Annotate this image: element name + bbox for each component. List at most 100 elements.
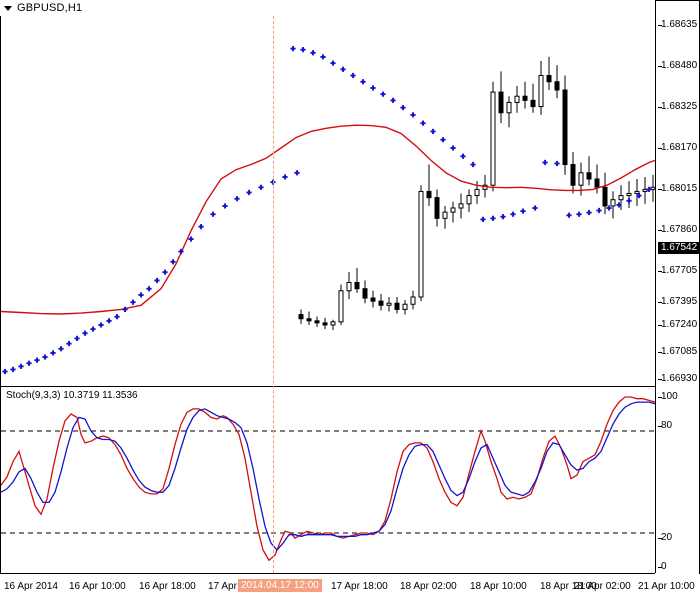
candlestick [570, 152, 576, 194]
candlestick [466, 189, 472, 213]
price-scale-label: 1.68635 [658, 20, 697, 30]
price-scale-label: 1.68480 [658, 61, 697, 71]
candlestick [490, 81, 496, 192]
price-scale-tick [658, 189, 662, 190]
vertical-axis-line [655, 1, 656, 573]
price-scale-label: 1.67860 [658, 225, 697, 235]
crosshair-time-label: 2014.04.17 12:00 [238, 579, 322, 592]
candlestick [378, 293, 384, 311]
candlestick [514, 85, 520, 113]
price-pane[interactable] [1, 1, 655, 386]
candlestick [402, 300, 408, 315]
price-scale-tick [658, 66, 662, 67]
candlestick [298, 309, 304, 324]
price-chart-canvas[interactable] [1, 1, 655, 386]
candlestick [386, 296, 392, 312]
price-scale-tick [658, 302, 662, 303]
chevron-down-icon[interactable] [4, 5, 12, 11]
stochastic-k-line [1, 396, 655, 562]
candlestick [306, 311, 312, 325]
price-scale-label: 1.67240 [658, 320, 697, 330]
stochastic-scale-label: 80 [658, 421, 672, 431]
candlestick [338, 284, 344, 325]
candlestick [642, 176, 648, 204]
candlestick [450, 201, 456, 223]
candlestick [554, 65, 560, 99]
candlestick [354, 268, 360, 293]
time-scale-label: 16 Apr 10:00 [69, 581, 126, 592]
stochastic-scale-tick [658, 538, 662, 539]
price-scale[interactable]: 1.68635 1.68480 1.68325 1.68170 1.68015 1.678… [657, 0, 700, 600]
stochastic-canvas[interactable] [1, 388, 655, 573]
candlestick [506, 96, 512, 128]
candlestick [530, 83, 536, 113]
stochastic-title: Stoch(9,3,3) 10.3719 11.3536 [5, 390, 139, 401]
symbol-titlebar[interactable]: GBPUSD,H1 [0, 0, 655, 16]
candlestick [618, 185, 624, 211]
time-scale-label: 16 Apr 18:00 [139, 581, 196, 592]
candlestick [458, 193, 464, 219]
candlestick [586, 156, 592, 186]
candlestick [498, 71, 504, 124]
price-scale-label: 1.68325 [658, 102, 697, 112]
pane-separator-top [1, 386, 655, 387]
symbol-label: GBPUSD,H1 [17, 2, 83, 14]
candlestick [626, 181, 632, 208]
candlestick [370, 290, 376, 308]
price-scale-label: 1.66930 [658, 374, 697, 384]
price-scale-label: 1.68170 [658, 143, 697, 153]
price-scale-tick [658, 230, 662, 231]
candlestick [362, 280, 368, 304]
candlestick [314, 316, 320, 328]
candlestick [650, 174, 655, 202]
candlestick [442, 205, 448, 229]
stochastic-scale-label: 0 [658, 562, 667, 572]
price-scale-label: 1.68015 [658, 184, 697, 194]
candlestick [434, 189, 440, 227]
price-scale-tick [658, 379, 662, 380]
candlestick [602, 172, 608, 215]
candlestick [330, 319, 336, 331]
candlestick [426, 164, 432, 206]
time-scale-label: 18 Apr 10:00 [470, 581, 527, 592]
time-scale-label: 17 Apr 02:00 [208, 581, 265, 592]
time-scale[interactable]: 16 Apr 2014 16 Apr 10:00 16 Apr 18:00 17 Ap… [0, 574, 700, 600]
candlestick [610, 191, 616, 219]
time-scale-label: 18 Apr 02:00 [400, 581, 457, 592]
current-price-label: 1.67542 [658, 242, 700, 254]
candlestick [522, 81, 528, 109]
pane-separator-bottom [1, 573, 655, 574]
price-scale-tick [658, 271, 662, 272]
price-scale-tick [658, 25, 662, 26]
time-scale-label: 18 Apr 18:00 [540, 581, 597, 592]
time-scale-label: 17 Apr 18:00 [331, 581, 388, 592]
price-scale-tick [658, 352, 662, 353]
price-scale-label: 1.67085 [658, 347, 697, 357]
candlestick [346, 272, 352, 300]
stochastic-scale-tick [658, 567, 662, 568]
price-scale-label: 1.67705 [658, 266, 697, 276]
price-scale-tick [658, 107, 662, 108]
stochastic-scale-tick [658, 397, 662, 398]
candlestick [546, 56, 552, 91]
stochastic-d-line [1, 401, 655, 551]
candlestick [562, 75, 568, 175]
moving-average-line [1, 124, 655, 315]
stochastic-scale-label: 20 [658, 533, 672, 543]
candlestick [418, 185, 424, 302]
candlestick [634, 179, 640, 206]
crosshair-vertical-line [273, 1, 274, 573]
time-scale-label: 21 Apr 10:00 [638, 581, 695, 592]
candlestick [538, 61, 544, 115]
price-scale-tick [658, 148, 662, 149]
time-scale-label: 16 Apr 2014 [4, 581, 58, 592]
candlestick [410, 290, 416, 310]
stochastic-scale-label: 100 [658, 392, 678, 402]
stochastic-scale-tick [658, 426, 662, 427]
price-scale-label: 1.67395 [658, 297, 697, 307]
stochastic-pane[interactable]: Stoch(9,3,3) 10.3719 11.3536 [1, 388, 655, 573]
candlestick [394, 296, 400, 314]
price-scale-tick [658, 325, 662, 326]
